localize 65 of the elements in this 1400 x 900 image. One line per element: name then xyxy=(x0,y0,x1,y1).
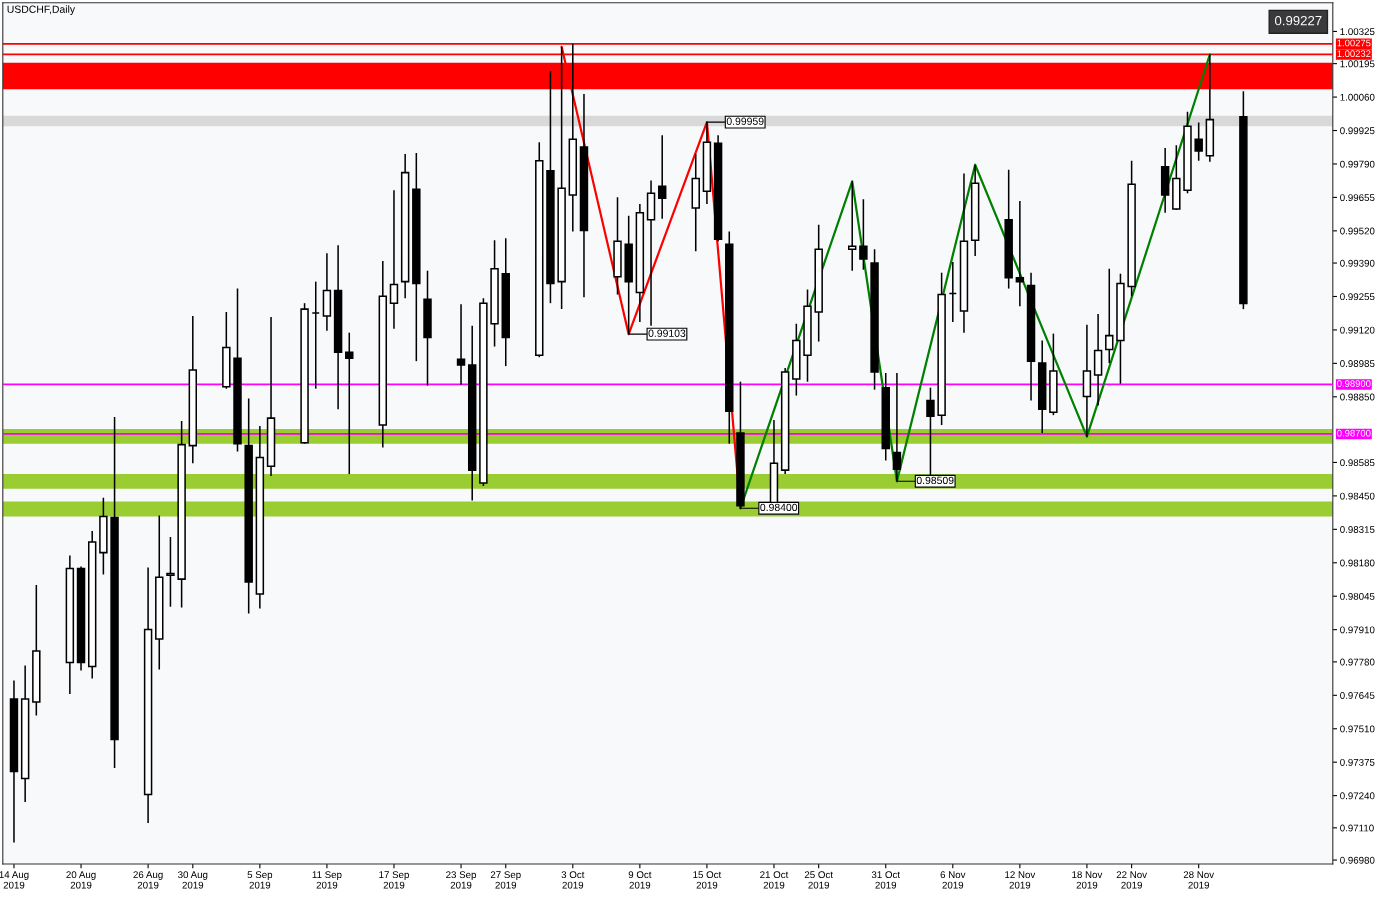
y-tick-label: 0.99790 xyxy=(1340,160,1375,168)
y-tick-label: 0.98585 xyxy=(1340,459,1375,467)
y-tick-label: 0.98315 xyxy=(1340,526,1375,533)
y-tick-label: 0.99255 xyxy=(1340,293,1375,301)
x-tick-label: 11 Sep 2019 xyxy=(312,871,342,889)
x-tick-label: 27 Sep 2019 xyxy=(490,871,521,889)
x-tick-label: 28 Nov 2019 xyxy=(1183,871,1215,889)
annotation: 0.99103 xyxy=(648,329,686,337)
x-tick-label: 22 Nov 2019 xyxy=(1116,871,1147,889)
y-tick-label: 1.00195 xyxy=(1340,60,1375,68)
annotation: 0.98400 xyxy=(760,503,798,512)
x-tick-label: 5 Sep 2019 xyxy=(247,871,273,889)
candlestick xyxy=(1194,121,1203,162)
ref-line-label: 1.00232 xyxy=(1337,50,1371,58)
ref-line-label: 0.98900 xyxy=(1337,380,1371,387)
x-tick-label: 14 Aug 2019 xyxy=(0,871,29,889)
y-tick-label: 0.99390 xyxy=(1340,259,1375,267)
x-tick-label: 9 Oct 2019 xyxy=(628,871,652,889)
y-tick-label: 1.00060 xyxy=(1340,93,1375,101)
y-tick-label: 0.97510 xyxy=(1340,725,1375,733)
y-tick-label: 0.99655 xyxy=(1340,194,1375,202)
y-tick-label: 0.98180 xyxy=(1340,559,1375,567)
chart-title: USDCHF,Daily xyxy=(7,5,76,15)
annotation: 0.99959 xyxy=(726,117,764,125)
x-tick-label: 21 Oct 2019 xyxy=(760,871,789,889)
y-tick-label: 0.97780 xyxy=(1340,658,1375,666)
y-tick-label: 0.97375 xyxy=(1340,758,1375,766)
x-tick-label: 17 Sep 2019 xyxy=(379,871,409,889)
candlestick xyxy=(657,134,667,220)
x-tick-label: 31 Oct 2019 xyxy=(871,871,900,889)
y-tick-label: 0.99520 xyxy=(1340,227,1375,235)
candlestick xyxy=(389,189,399,330)
y-tick-label: 0.99120 xyxy=(1340,326,1375,334)
x-tick-label: 6 Nov 2019 xyxy=(940,871,966,889)
candlestick xyxy=(456,303,466,386)
candlestick xyxy=(166,536,175,608)
x-tick-label: 15 Oct 2019 xyxy=(693,871,722,889)
y-tick-label: 0.98850 xyxy=(1340,393,1375,401)
x-tick-label: 18 Nov 2019 xyxy=(1072,871,1103,889)
y-tick-label: 0.99925 xyxy=(1340,127,1375,135)
x-tick-label: 12 Nov 2019 xyxy=(1005,871,1036,889)
x-tick-label: 25 Oct 2019 xyxy=(804,871,833,889)
candlestick xyxy=(1015,200,1025,307)
candlestick xyxy=(847,180,857,272)
x-tick-label: 20 Aug 2019 xyxy=(66,871,96,889)
candlestick xyxy=(345,331,354,475)
y-tick-label: 0.98045 xyxy=(1340,592,1375,600)
y-tick-label: 0.97910 xyxy=(1340,626,1375,634)
y-tick-label: 0.97645 xyxy=(1340,692,1375,699)
y-tick-label: 0.98985 xyxy=(1340,360,1375,367)
x-tick-label: 30 Aug 2019 xyxy=(178,871,208,889)
y-tick-label: 0.97240 xyxy=(1340,792,1375,800)
y-tick-label: 1.00325 xyxy=(1340,28,1375,36)
y-tick-label: 0.98450 xyxy=(1340,492,1375,500)
y-tick-label: 0.97110 xyxy=(1340,824,1374,832)
candlestick xyxy=(859,198,868,271)
ref-line-label: 0.98700 xyxy=(1337,429,1371,437)
x-tick-label: 23 Sep 2019 xyxy=(446,871,477,889)
y-tick-label: 0.96980 xyxy=(1340,856,1375,864)
x-tick-label: 3 Oct 2019 xyxy=(561,871,585,889)
annotation: 0.98509 xyxy=(916,476,954,485)
candlestick xyxy=(1105,267,1114,364)
annotation: 0.99227 xyxy=(1274,15,1322,26)
x-tick-label: 26 Aug 2019 xyxy=(133,871,163,889)
ref-line-label: 1.00275 xyxy=(1337,39,1371,47)
